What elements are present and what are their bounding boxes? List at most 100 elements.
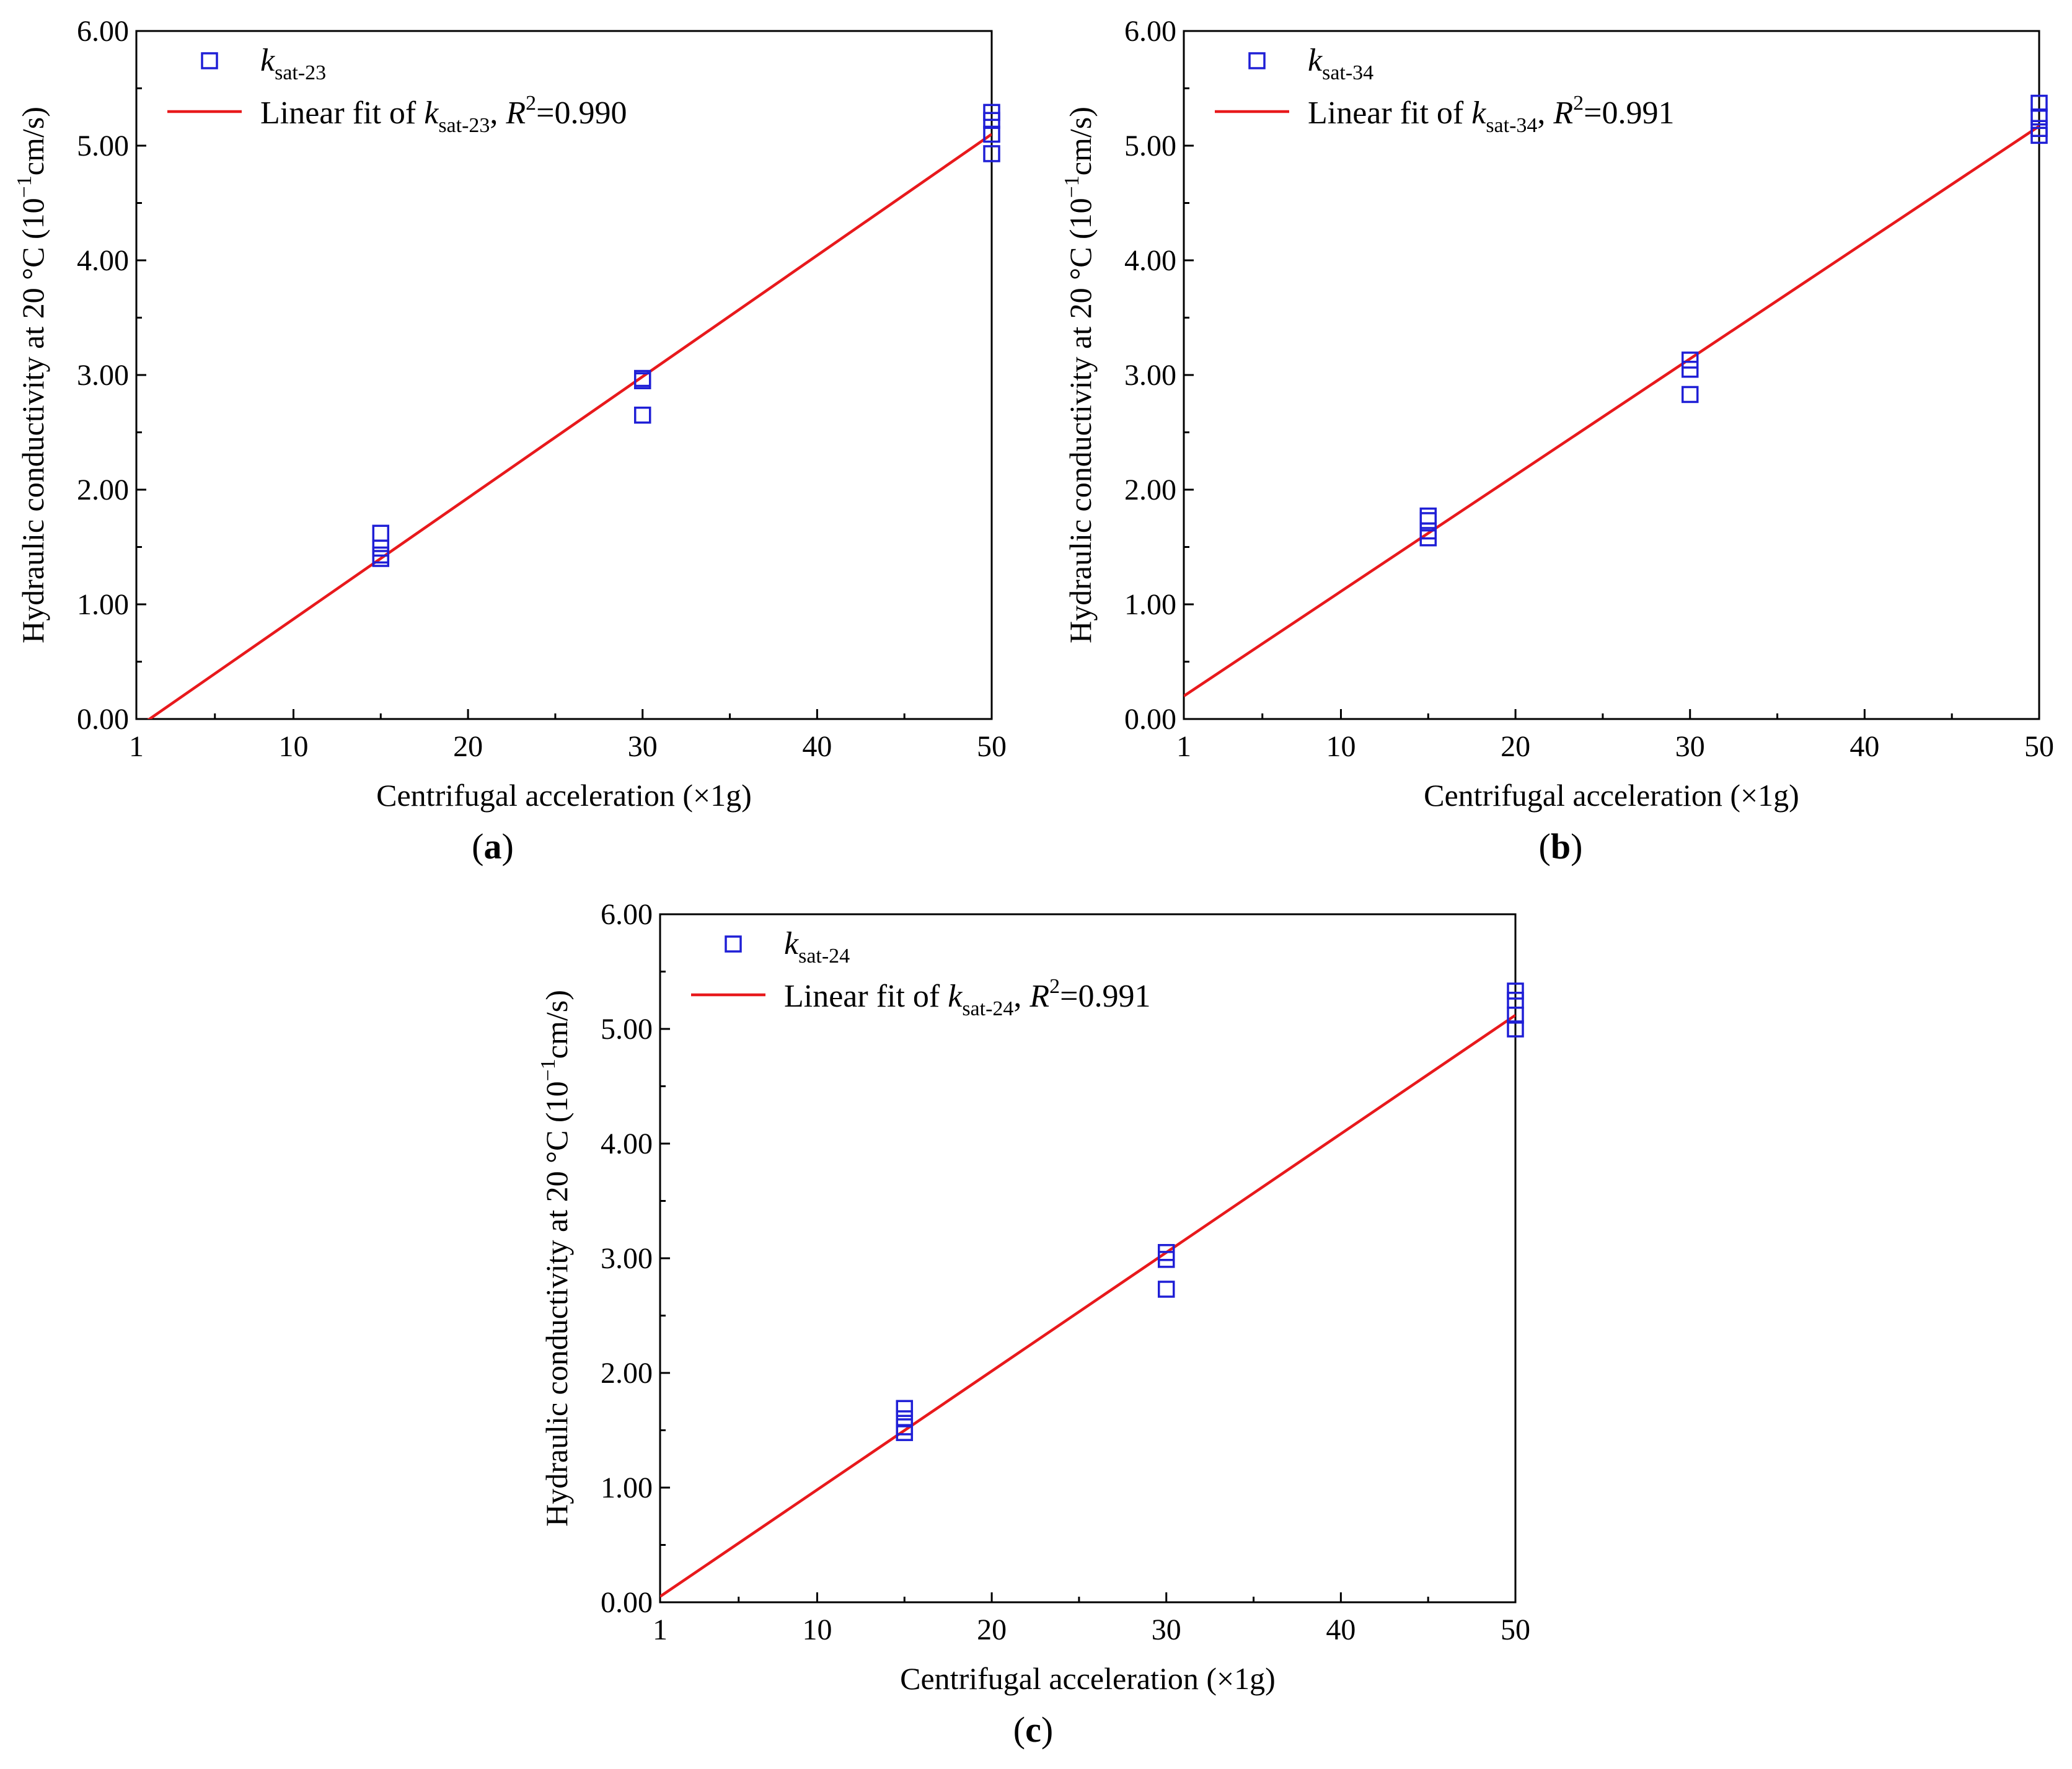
legend-fit-sup: 2	[526, 92, 536, 115]
y-tick-label: 6.00	[601, 898, 653, 931]
panel-label: (a)	[472, 826, 514, 867]
y-tick-label: 5.00	[601, 1013, 653, 1046]
panel-label-close: )	[502, 826, 514, 867]
y-tick-label: 3.00	[1124, 359, 1176, 392]
x-tick-label: 50	[977, 730, 1007, 763]
plot-frame	[1183, 30, 2040, 720]
panel-label-close: )	[1571, 826, 1582, 867]
chart-panel-b: 1 10 20 30 40 50 0.00 1.00 2.00 3.00 4.00 5.00 6.00 C…	[1060, 15, 2054, 867]
legend-fit-prefix: Linear fit of	[784, 979, 948, 1014]
x-tick-label: 20	[977, 1613, 1007, 1646]
legend-fit-sub: sat-34	[1486, 114, 1537, 137]
data-point	[1157, 1251, 1175, 1268]
x-axis-title: Centrifugal acceleration (×1g)	[1424, 778, 1799, 813]
legend-fit-k: k	[1471, 95, 1486, 131]
x-tick-label: 1	[1176, 730, 1191, 763]
legend-fit-k: k	[948, 979, 963, 1014]
legend-fit-r: R	[505, 95, 526, 131]
panel-label-close: )	[1041, 1709, 1053, 1750]
y-tick-label: 4.00	[601, 1127, 653, 1160]
x-tick-label: 1	[653, 1613, 668, 1646]
data-point	[372, 524, 390, 542]
plot-frame	[659, 913, 1517, 1604]
y-axis-title-sup: −1	[13, 175, 36, 198]
legend-label-fit: Linear fit of ksat-24, R2=0.991	[784, 975, 1151, 1020]
legend-label-fit: Linear fit of ksat-34, R2=0.991	[1308, 92, 1675, 137]
y-axis-title-tail: cm/s)	[15, 107, 50, 175]
x-tick-label: 30	[1675, 730, 1705, 763]
panel-label-open: (	[472, 826, 483, 867]
y-axis-title: Hydraulic conductivity at 20 °C (10−1cm/…	[537, 990, 574, 1527]
data-point	[983, 112, 1000, 130]
x-tick-label: 40	[1849, 730, 1879, 763]
y-axis-title-main: Hydraulic conductivity at 20 °C (10	[1063, 198, 1098, 643]
y-axis-title: Hydraulic conductivity at 20 °C (10−1cm/…	[13, 107, 50, 643]
legend-label-scatter: ksat-24	[784, 926, 850, 968]
chart-panel-a: 1 10 20 30 40 50 0.00 1.00 2.00 3.00 4.00 5.00 6.00 C…	[13, 15, 1007, 867]
y-tick-label: 4.00	[77, 244, 129, 277]
y-tick-label: 5.00	[77, 130, 129, 162]
y-tick-label: 6.00	[1124, 15, 1176, 48]
legend-k: k	[1308, 43, 1323, 78]
legend-fit-value: =0.991	[1584, 95, 1674, 131]
y-axis-title-tail: cm/s)	[1063, 107, 1098, 175]
data-point	[2030, 94, 2048, 112]
y-tick-label: 6.00	[77, 15, 129, 48]
legend-sub: sat-24	[798, 945, 850, 968]
panel-label: (b)	[1539, 826, 1583, 867]
legend-sub: sat-34	[1322, 61, 1373, 84]
panel-label-open: (	[1539, 826, 1551, 867]
x-tick-label: 20	[1501, 730, 1530, 763]
data-point	[372, 550, 390, 567]
y-tick-label: 2.00	[601, 1357, 653, 1390]
legend-fit-k: k	[424, 95, 439, 131]
legend-label-scatter: ksat-34	[1308, 43, 1373, 84]
y-axis-title-sup: −1	[1060, 175, 1083, 198]
data-point	[983, 145, 1000, 162]
data-point	[896, 1424, 914, 1441]
legend-fit-value: =0.990	[536, 95, 627, 131]
panel-label-open: (	[1013, 1709, 1025, 1750]
legend-fit-r: R	[1029, 979, 1049, 1014]
legend-label-fit: Linear fit of ksat-23, R2=0.990	[260, 92, 627, 137]
plot-frame	[135, 30, 993, 720]
data-point	[1507, 1007, 1524, 1024]
fit-line	[1184, 125, 2039, 697]
y-tick-label: 0.00	[1124, 703, 1176, 736]
legend-label-scatter: ksat-23	[260, 43, 326, 84]
legend-fit-comma: ,	[1537, 95, 1553, 131]
legend-fit-sub: sat-23	[438, 114, 490, 137]
data-point	[1681, 361, 1699, 378]
legend-fit-comma: ,	[1013, 979, 1029, 1014]
legend-fit-sup: 2	[1573, 92, 1584, 115]
data-point	[1157, 1281, 1175, 1298]
y-tick-label: 1.00	[601, 1471, 653, 1504]
data-point	[1507, 1020, 1524, 1038]
legend-sub: sat-23	[275, 61, 326, 84]
data-point	[1419, 512, 1437, 529]
data-point	[983, 125, 1000, 143]
y-tick-label: 0.00	[601, 1586, 653, 1619]
panel-label-letter: a	[484, 826, 502, 867]
x-tick-label: 30	[628, 730, 658, 763]
legend-fit-value: =0.991	[1060, 979, 1150, 1014]
x-tick-label: 10	[802, 1613, 832, 1646]
panel-label-letter: c	[1025, 1709, 1041, 1750]
chart-panel-c: 1 10 20 30 40 50 0.00 1.00 2.00 3.00 4.00 5.00 6.00 C…	[537, 898, 1530, 1750]
legend-fit-comma: ,	[490, 95, 506, 131]
x-tick-label: 40	[802, 730, 832, 763]
legend-fit-r: R	[1553, 95, 1573, 131]
x-tick-label: 50	[1501, 1613, 1530, 1646]
x-tick-label: 10	[278, 730, 308, 763]
x-axis-title: Centrifugal acceleration (×1g)	[900, 1661, 1276, 1696]
y-axis-title: Hydraulic conductivity at 20 °C (10−1cm/…	[1060, 107, 1098, 643]
data-point	[1507, 982, 1524, 1000]
y-tick-label: 2.00	[77, 474, 129, 506]
data-point	[1681, 386, 1699, 404]
data-point	[1419, 529, 1437, 547]
data-point	[2030, 126, 2048, 144]
legend-fit-sub: sat-24	[962, 997, 1013, 1020]
y-tick-label: 1.00	[1124, 588, 1176, 621]
x-axis-title: Centrifugal acceleration (×1g)	[376, 778, 752, 813]
